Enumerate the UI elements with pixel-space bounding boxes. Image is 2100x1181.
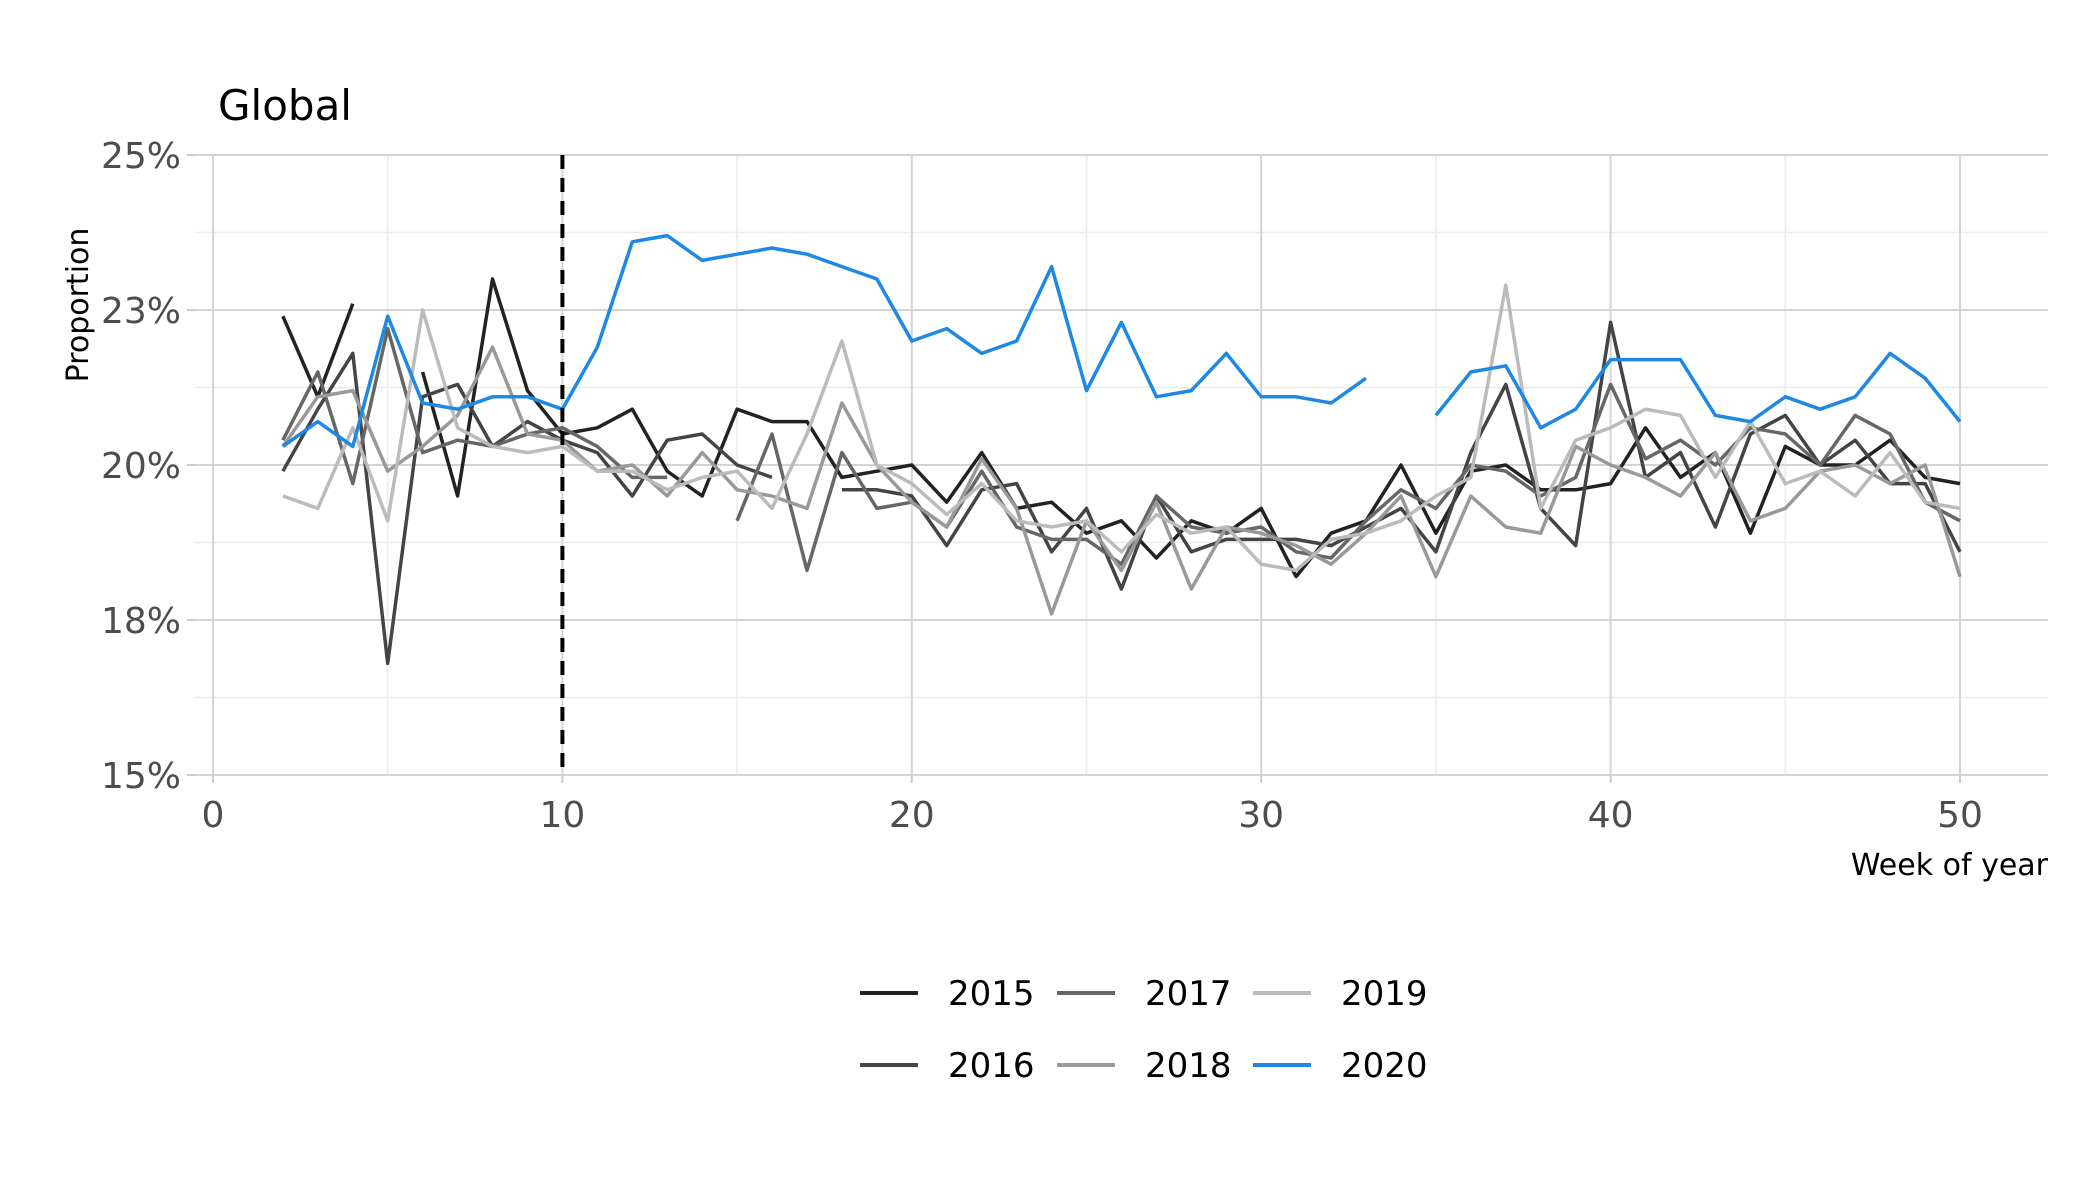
legend-label: 2015	[948, 974, 1035, 1014]
legend-label: 2018	[1145, 1046, 1232, 1086]
y-axis-title: Proportion	[61, 228, 96, 383]
legend-item-2019: 2019	[1253, 974, 1428, 1014]
y-tick-label: 15%	[101, 756, 181, 797]
legend-label: 2020	[1341, 1046, 1428, 1086]
series-line-2017	[281, 326, 1961, 573]
legend-item-2020: 2020	[1253, 1046, 1428, 1086]
major-gridlines	[195, 154, 2048, 776]
legend-label: 2017	[1145, 974, 1232, 1014]
legend-item-2015: 2015	[860, 974, 1035, 1014]
y-tick-label: 20%	[101, 446, 181, 487]
x-tick-label: 40	[1588, 795, 1634, 836]
chart-title: Global	[218, 81, 352, 130]
x-tick-label: 20	[889, 795, 935, 836]
y-tick-label: 18%	[101, 601, 181, 642]
x-tick-label: 10	[539, 795, 585, 836]
y-tick-label: 23%	[101, 291, 181, 332]
x-axis-title: Week of year	[1851, 848, 2049, 883]
legend-item-2018: 2018	[1057, 1046, 1232, 1086]
legend-item-2017: 2017	[1057, 974, 1232, 1014]
series-lines	[281, 233, 1962, 666]
x-axis-ticks: 0 10 20 30 40 50	[202, 775, 1983, 836]
legend-label: 2019	[1341, 974, 1428, 1014]
y-tick-label: 25%	[101, 136, 181, 177]
legend-label: 2016	[948, 1046, 1035, 1086]
series-line-2016	[281, 320, 1962, 666]
series-line-2019	[282, 283, 1961, 573]
x-tick-label: 30	[1238, 795, 1284, 836]
legend-item-2016: 2016	[860, 1046, 1035, 1086]
legend: 2015 2016 2017 2018 2019 2020	[860, 974, 1428, 1086]
series-line-2020	[281, 233, 1962, 449]
y-axis-ticks: 15% 18% 20% 23% 25%	[101, 136, 195, 797]
x-tick-label: 0	[202, 795, 225, 836]
x-tick-label: 50	[1937, 795, 1983, 836]
